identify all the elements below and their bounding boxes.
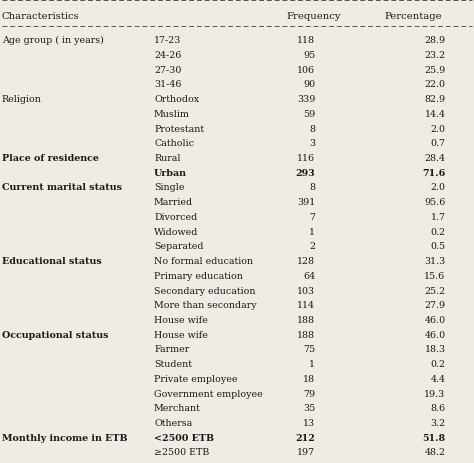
Text: More than secondary: More than secondary (154, 300, 257, 310)
Text: Divorced: Divorced (154, 213, 197, 221)
Text: Separated: Separated (154, 242, 203, 251)
Text: 197: 197 (297, 447, 315, 457)
Text: 8: 8 (309, 183, 315, 192)
Text: 3: 3 (309, 139, 315, 148)
Text: 15.6: 15.6 (424, 271, 446, 280)
Text: 48.2: 48.2 (425, 447, 446, 457)
Text: Occupational status: Occupational status (2, 330, 109, 339)
Text: 18: 18 (303, 374, 315, 383)
Text: 27.9: 27.9 (424, 300, 446, 310)
Text: 128: 128 (297, 257, 315, 265)
Text: Merchant: Merchant (154, 403, 201, 413)
Text: 293: 293 (295, 169, 315, 177)
Text: 25.2: 25.2 (424, 286, 446, 295)
Text: Catholic: Catholic (154, 139, 194, 148)
Text: 35: 35 (303, 403, 315, 413)
Text: Monthly income in ETB: Monthly income in ETB (2, 433, 128, 442)
Text: Private employee: Private employee (154, 374, 237, 383)
Text: 3.2: 3.2 (430, 418, 446, 427)
Text: <2500 ETB: <2500 ETB (154, 433, 214, 442)
Text: Muslim: Muslim (154, 110, 190, 119)
Text: Married: Married (154, 198, 193, 207)
Text: Student: Student (154, 359, 192, 368)
Text: 90: 90 (303, 80, 315, 89)
Text: 31-46: 31-46 (154, 80, 182, 89)
Text: 339: 339 (297, 95, 315, 104)
Text: 1.7: 1.7 (430, 213, 446, 221)
Text: No formal education: No formal education (154, 257, 253, 265)
Text: 95: 95 (303, 51, 315, 60)
Text: 1: 1 (309, 359, 315, 368)
Text: 2.0: 2.0 (430, 183, 446, 192)
Text: ≥2500 ETB: ≥2500 ETB (154, 447, 210, 457)
Text: 75: 75 (303, 344, 315, 354)
Text: 71.6: 71.6 (422, 169, 446, 177)
Text: 18.3: 18.3 (424, 344, 446, 354)
Text: Secondary education: Secondary education (154, 286, 255, 295)
Text: 114: 114 (297, 300, 315, 310)
Text: 27-30: 27-30 (154, 66, 182, 75)
Text: 116: 116 (297, 154, 315, 163)
Text: 1: 1 (309, 227, 315, 236)
Text: 13: 13 (303, 418, 315, 427)
Text: 188: 188 (297, 315, 315, 324)
Text: 82.9: 82.9 (424, 95, 446, 104)
Text: House wife: House wife (154, 315, 208, 324)
Text: House wife: House wife (154, 330, 208, 339)
Text: Place of residence: Place of residence (2, 154, 99, 163)
Text: 46.0: 46.0 (424, 330, 446, 339)
Text: 19.3: 19.3 (424, 389, 446, 398)
Text: 2.0: 2.0 (430, 125, 446, 133)
Text: 28.4: 28.4 (425, 154, 446, 163)
Text: 25.9: 25.9 (424, 66, 446, 75)
Text: 51.8: 51.8 (422, 433, 446, 442)
Text: 31.3: 31.3 (424, 257, 446, 265)
Text: 0.2: 0.2 (430, 227, 446, 236)
Text: Religion: Religion (2, 95, 42, 104)
Text: 24-26: 24-26 (154, 51, 182, 60)
Text: Percentage: Percentage (384, 12, 442, 21)
Text: 0.2: 0.2 (430, 359, 446, 368)
Text: 212: 212 (295, 433, 315, 442)
Text: 7: 7 (309, 213, 315, 221)
Text: Characteristics: Characteristics (2, 12, 80, 21)
Text: Othersa: Othersa (154, 418, 192, 427)
Text: 118: 118 (297, 36, 315, 45)
Text: Urban: Urban (154, 169, 187, 177)
Text: 8: 8 (309, 125, 315, 133)
Text: 17-23: 17-23 (154, 36, 182, 45)
Text: 64: 64 (303, 271, 315, 280)
Text: 28.9: 28.9 (424, 36, 446, 45)
Text: Current marital status: Current marital status (2, 183, 122, 192)
Text: 188: 188 (297, 330, 315, 339)
Text: 59: 59 (303, 110, 315, 119)
Text: Age group ( in years): Age group ( in years) (2, 36, 104, 45)
Text: 103: 103 (297, 286, 315, 295)
Text: Orthodox: Orthodox (154, 95, 199, 104)
Text: Government employee: Government employee (154, 389, 263, 398)
Text: 95.6: 95.6 (424, 198, 446, 207)
Text: 14.4: 14.4 (425, 110, 446, 119)
Text: 4.4: 4.4 (430, 374, 446, 383)
Text: Primary education: Primary education (154, 271, 243, 280)
Text: 22.0: 22.0 (425, 80, 446, 89)
Text: 46.0: 46.0 (424, 315, 446, 324)
Text: 2: 2 (309, 242, 315, 251)
Text: Widowed: Widowed (154, 227, 199, 236)
Text: 391: 391 (297, 198, 315, 207)
Text: Farmer: Farmer (154, 344, 189, 354)
Text: 0.7: 0.7 (430, 139, 446, 148)
Text: Protestant: Protestant (154, 125, 204, 133)
Text: Educational status: Educational status (2, 257, 101, 265)
Text: Frequency: Frequency (287, 12, 341, 21)
Text: 23.2: 23.2 (424, 51, 446, 60)
Text: 8.6: 8.6 (430, 403, 446, 413)
Text: 0.5: 0.5 (430, 242, 446, 251)
Text: Single: Single (154, 183, 184, 192)
Text: Rural: Rural (154, 154, 181, 163)
Text: 106: 106 (297, 66, 315, 75)
Text: 79: 79 (303, 389, 315, 398)
